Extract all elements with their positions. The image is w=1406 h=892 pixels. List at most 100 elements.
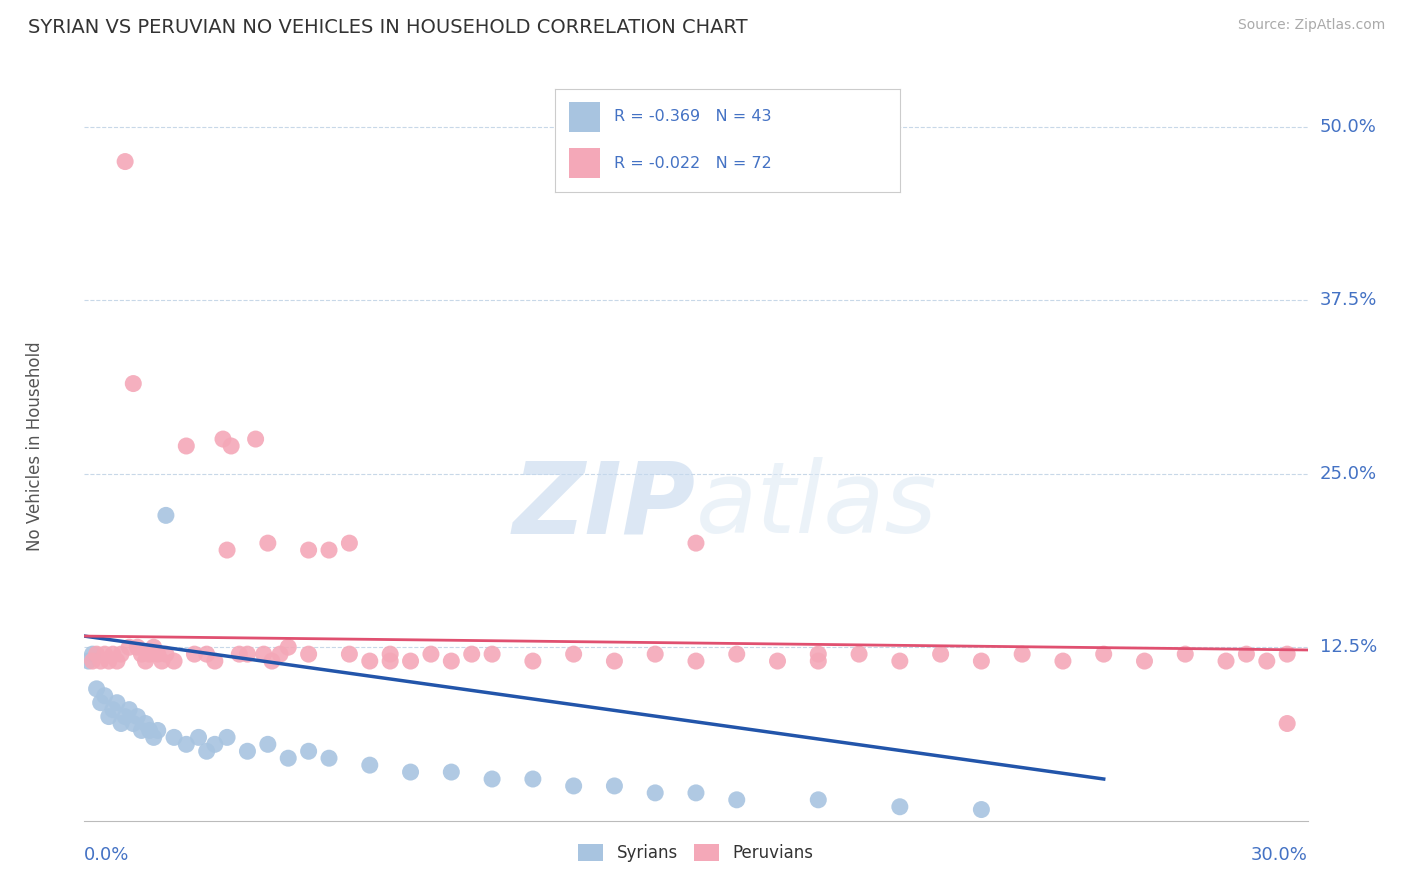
Point bbox=[212, 432, 235, 446]
Point bbox=[481, 772, 503, 786]
Point bbox=[380, 654, 402, 668]
Point bbox=[359, 654, 381, 668]
Point bbox=[101, 703, 124, 717]
Point bbox=[603, 779, 626, 793]
Point bbox=[562, 647, 585, 661]
Point bbox=[127, 640, 149, 655]
Point bbox=[236, 647, 259, 661]
Point bbox=[603, 654, 626, 668]
Point bbox=[1256, 654, 1278, 668]
Point bbox=[685, 536, 707, 550]
FancyBboxPatch shape bbox=[569, 102, 600, 132]
Text: 50.0%: 50.0% bbox=[1320, 118, 1376, 136]
Point bbox=[138, 647, 160, 661]
Point bbox=[1277, 716, 1299, 731]
Point bbox=[97, 709, 120, 723]
Point bbox=[142, 731, 165, 745]
Point bbox=[150, 654, 173, 668]
Point bbox=[1236, 647, 1258, 661]
Point bbox=[217, 731, 239, 745]
Point bbox=[114, 709, 136, 723]
Point bbox=[90, 654, 112, 668]
Point bbox=[970, 654, 993, 668]
Point bbox=[725, 793, 748, 807]
Point bbox=[118, 640, 141, 655]
Point bbox=[183, 647, 205, 661]
Point bbox=[142, 640, 165, 655]
Point bbox=[1092, 647, 1115, 661]
Point bbox=[807, 647, 830, 661]
Text: 0.0%: 0.0% bbox=[84, 846, 129, 863]
Point bbox=[339, 536, 361, 550]
Point bbox=[105, 654, 128, 668]
Point bbox=[204, 737, 226, 751]
Text: R = -0.369   N = 43: R = -0.369 N = 43 bbox=[614, 110, 772, 124]
Point bbox=[644, 647, 666, 661]
Point bbox=[77, 654, 100, 668]
Point bbox=[135, 654, 157, 668]
Point bbox=[380, 647, 402, 661]
FancyBboxPatch shape bbox=[569, 148, 600, 178]
Point bbox=[93, 647, 115, 661]
Text: 30.0%: 30.0% bbox=[1251, 846, 1308, 863]
Point bbox=[82, 647, 104, 661]
Point bbox=[766, 654, 789, 668]
Point bbox=[399, 765, 422, 780]
Text: 12.5%: 12.5% bbox=[1320, 638, 1376, 657]
Point bbox=[146, 647, 169, 661]
Point bbox=[889, 654, 911, 668]
Point bbox=[1174, 647, 1197, 661]
Point bbox=[93, 689, 115, 703]
Point bbox=[725, 647, 748, 661]
Point bbox=[195, 744, 218, 758]
Point bbox=[174, 737, 197, 751]
Point bbox=[440, 765, 463, 780]
Point bbox=[138, 723, 160, 738]
Text: R = -0.022   N = 72: R = -0.022 N = 72 bbox=[614, 155, 772, 170]
Point bbox=[105, 696, 128, 710]
Text: No Vehicles in Household: No Vehicles in Household bbox=[27, 341, 45, 551]
Point bbox=[118, 703, 141, 717]
Point bbox=[399, 654, 422, 668]
Point bbox=[1133, 654, 1156, 668]
Point bbox=[86, 647, 108, 661]
Point bbox=[848, 647, 870, 661]
Text: Source: ZipAtlas.com: Source: ZipAtlas.com bbox=[1237, 18, 1385, 32]
Point bbox=[90, 696, 112, 710]
Point bbox=[685, 654, 707, 668]
Point bbox=[253, 647, 276, 661]
Point bbox=[298, 543, 321, 558]
Point bbox=[110, 647, 132, 661]
Point bbox=[1215, 654, 1237, 668]
Point bbox=[204, 654, 226, 668]
Point bbox=[155, 647, 177, 661]
Point bbox=[257, 536, 280, 550]
Point bbox=[339, 647, 361, 661]
Point bbox=[260, 654, 283, 668]
Point bbox=[131, 723, 153, 738]
Point bbox=[1052, 654, 1074, 668]
Point bbox=[440, 654, 463, 668]
Legend: Syrians, Peruvians: Syrians, Peruvians bbox=[571, 837, 821, 869]
Point bbox=[298, 647, 321, 661]
Point bbox=[277, 751, 299, 765]
Point bbox=[245, 432, 267, 446]
Point bbox=[481, 647, 503, 661]
Point bbox=[298, 744, 321, 758]
Point bbox=[155, 508, 177, 523]
Point bbox=[82, 654, 104, 668]
Text: ZIP: ZIP bbox=[513, 458, 696, 555]
Point bbox=[1277, 647, 1299, 661]
Point bbox=[122, 716, 145, 731]
Point bbox=[114, 154, 136, 169]
Point bbox=[187, 731, 209, 745]
Point bbox=[228, 647, 250, 661]
Point bbox=[131, 647, 153, 661]
Text: 25.0%: 25.0% bbox=[1320, 465, 1376, 483]
Point bbox=[461, 647, 484, 661]
Text: SYRIAN VS PERUVIAN NO VEHICLES IN HOUSEHOLD CORRELATION CHART: SYRIAN VS PERUVIAN NO VEHICLES IN HOUSEH… bbox=[28, 18, 748, 37]
Point bbox=[522, 772, 544, 786]
Point bbox=[86, 681, 108, 696]
Point bbox=[318, 751, 340, 765]
Point bbox=[122, 376, 145, 391]
